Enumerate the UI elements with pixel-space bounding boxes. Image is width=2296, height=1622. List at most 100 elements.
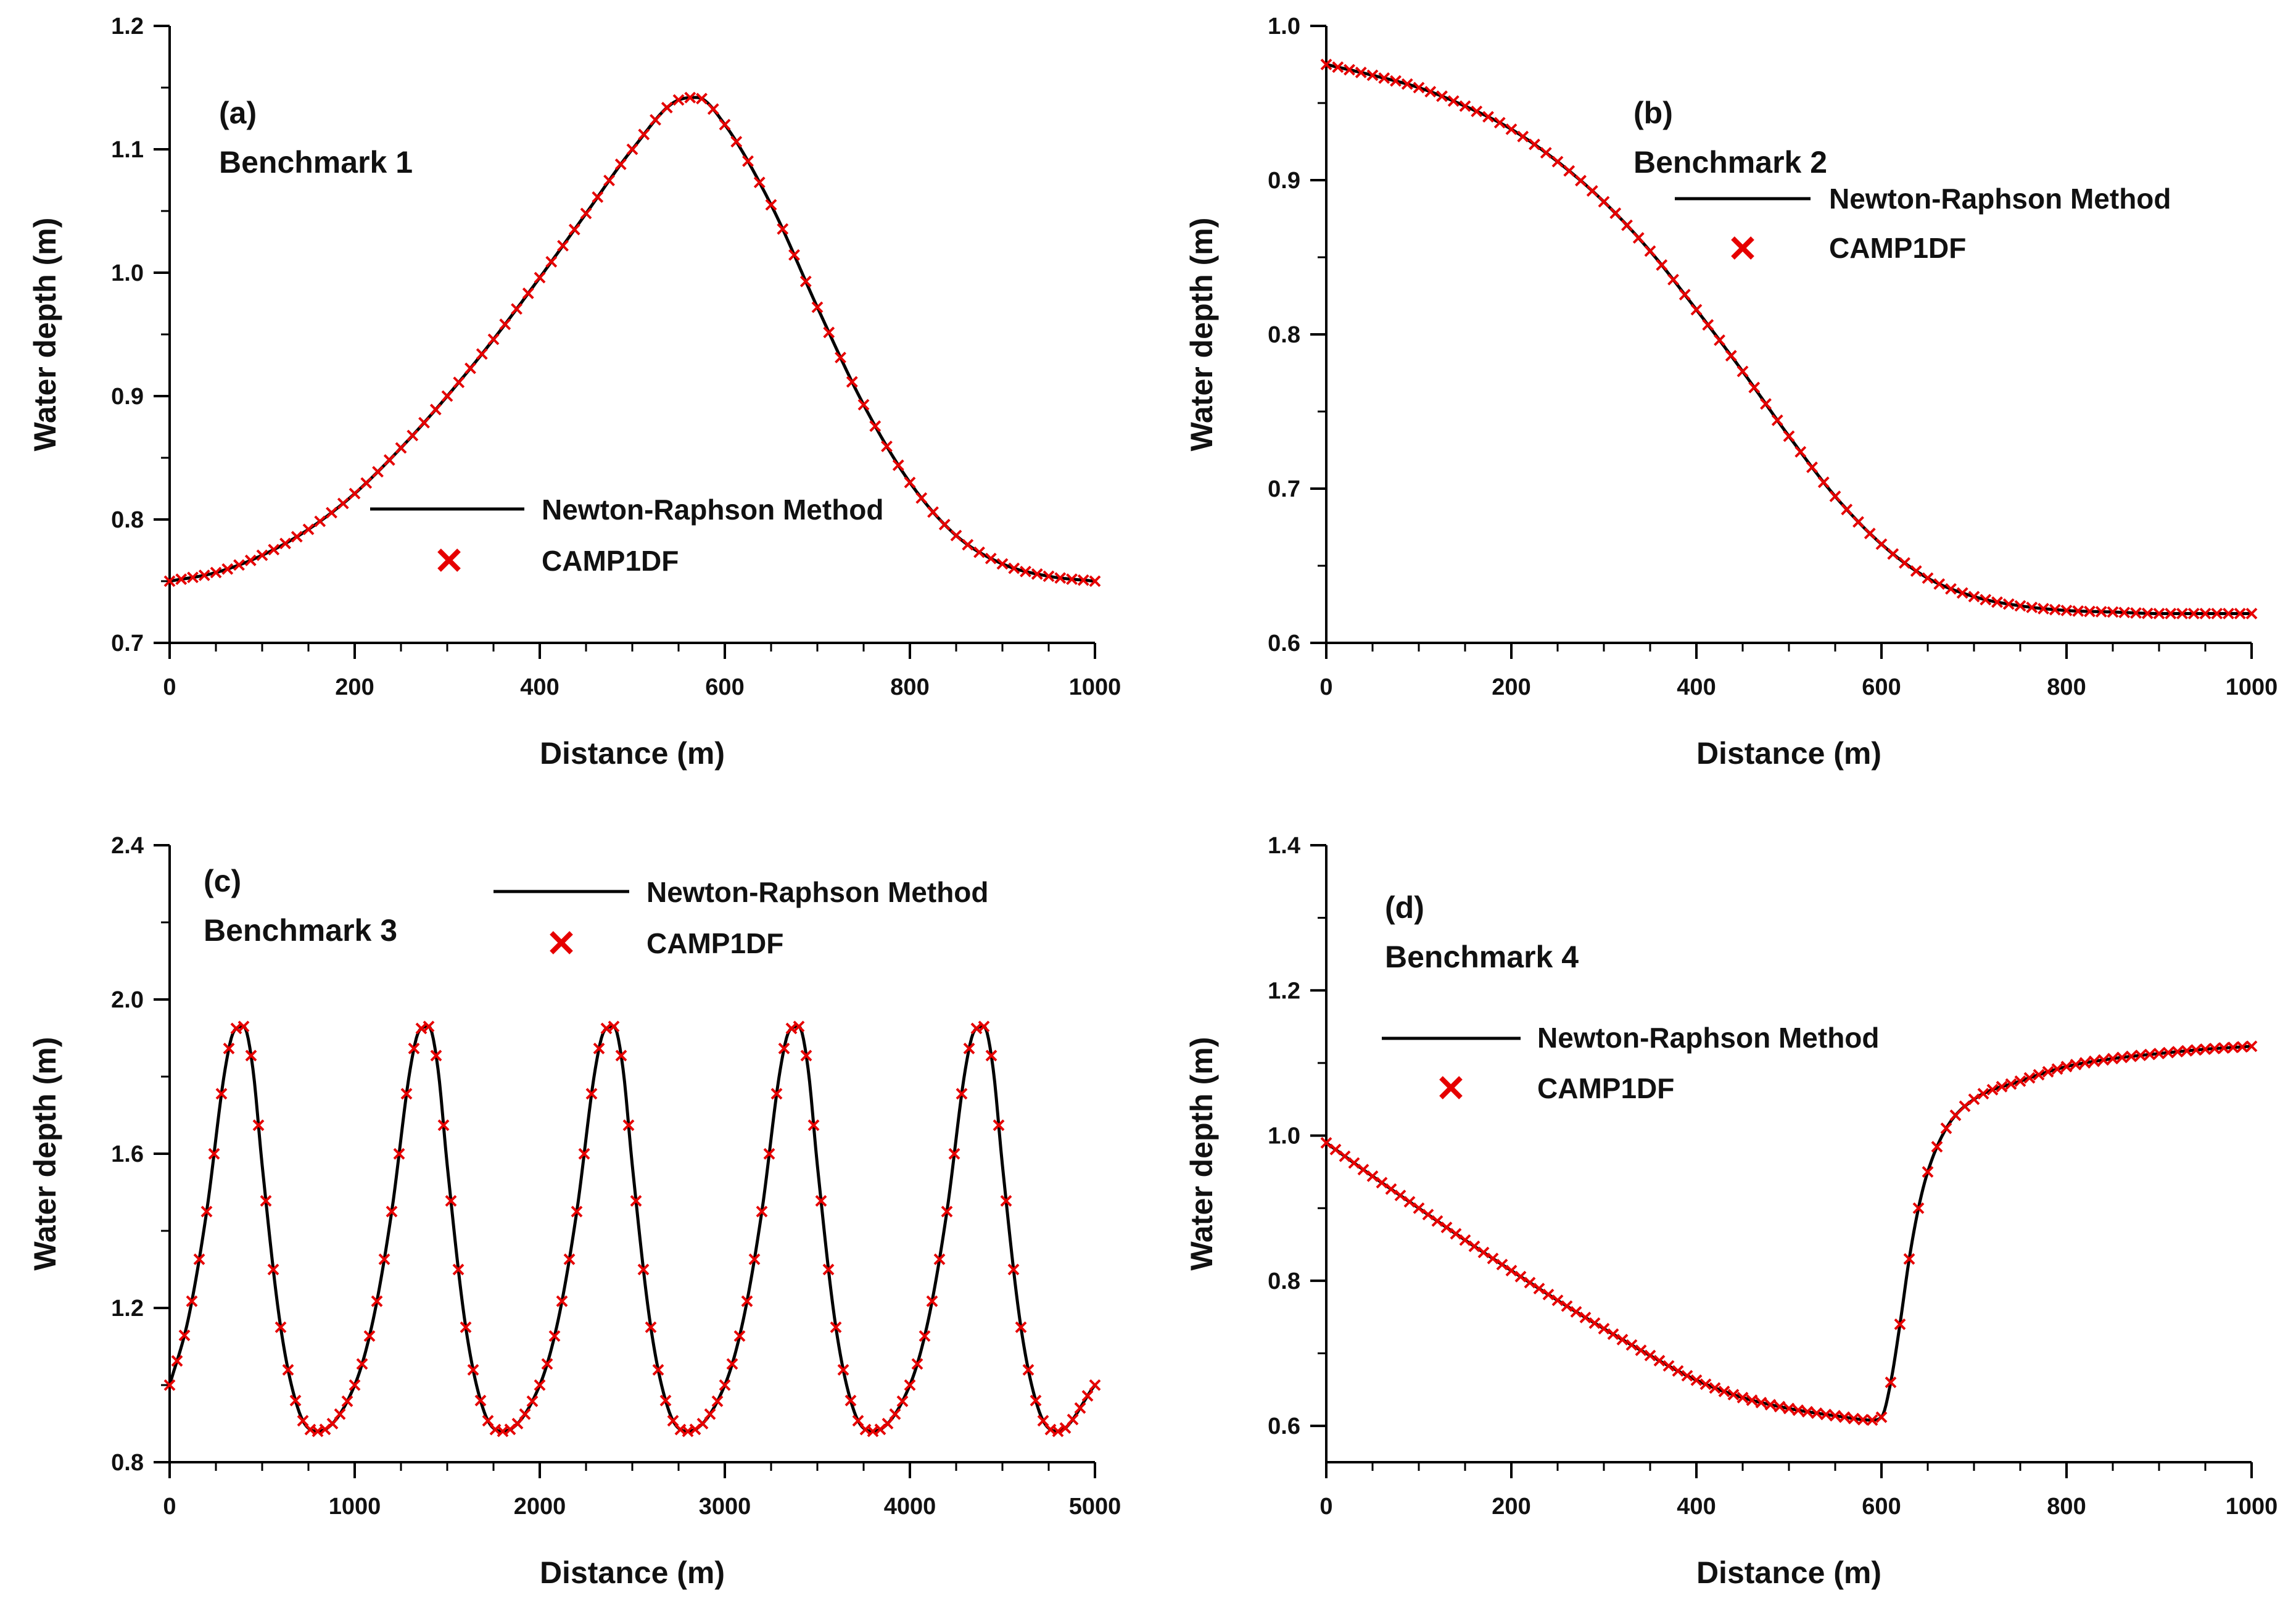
camp1df-marker [363,1330,376,1342]
legend-label-line: Newton-Raphson Method [1537,1022,1880,1054]
camp1df-marker [719,1379,731,1391]
camp1df-marker [1015,1321,1027,1333]
legend-label-line: Newton-Raphson Method [1829,183,2171,215]
camp1df-marker [178,1329,191,1341]
camp1df-marker [1625,1339,1638,1351]
y-axis-title: Water depth (m) [1184,218,1219,452]
camp1df-marker [545,255,558,268]
camp1df-marker [1505,123,1518,135]
camp1df-marker [1551,1294,1564,1307]
camp1df-marker [962,539,974,551]
camp1df-marker [200,1206,213,1218]
camp1df-marker [1885,1376,1897,1389]
y-tick-label: 0.9 [1268,168,1300,194]
x-tick-label: 200 [1492,1494,1530,1520]
camp1df-marker [799,275,812,288]
camp1df-marker [1702,319,1714,331]
legend-label-marker: CAMP1DF [646,927,783,959]
camp1df-marker [1616,1333,1629,1346]
camp1df-marker [2051,1063,2063,1075]
camp1df-marker [1764,1399,1777,1411]
legend-marker-swatch [1439,1076,1463,1099]
chart-panel-d: 0 200 400 600 800 1000 0.6 0.8 1.0 1.2 1.4 Distance… [1184,833,2277,1590]
camp1df-marker [765,199,777,211]
camp1df-marker [208,1148,220,1160]
camp1df-marker [1632,232,1645,244]
camp1df-marker [511,303,522,315]
camp1df-marker [1736,1391,1749,1404]
y-tick-label: 0.8 [111,507,144,533]
camp1df-marker [733,1330,746,1342]
camp1df-marker [2153,1048,2165,1060]
legend: Newton-Raphson Method CAMP1DF [1675,183,2171,264]
camp1df-marker [1517,130,1529,143]
x-tick-label: 5000 [1069,1494,1121,1520]
camp1df-marker [630,1195,642,1207]
camp1df-marker [615,1049,627,1062]
camp1df-marker [707,103,719,115]
camp1df-marker [1598,196,1610,208]
camp1df-marker [585,1088,598,1100]
camp1df-marker [684,91,696,104]
x-tick-label: 200 [1492,674,1530,700]
camp1df-marker [950,529,962,542]
series-markers-camp1df [1320,1040,2258,1426]
x-axis-title: Distance (m) [1696,1555,1881,1590]
camp1df-marker [2176,608,2188,619]
camp1df-marker [2097,1054,2110,1066]
camp1df-marker [650,114,661,126]
camp1df-marker [1977,1088,1989,1100]
y-tick-label: 0.9 [111,384,144,410]
x-tick-label: 400 [1677,674,1716,700]
camp1df-marker [1607,1328,1619,1340]
camp1df-marker [279,537,291,550]
camp1df-marker [933,1253,946,1265]
y-tick-label: 1.0 [1268,14,1300,39]
camp1df-marker [568,223,580,236]
camp1df-marker [2144,1048,2156,1061]
camp1df-marker [1667,273,1679,286]
camp1df-marker [400,1088,413,1100]
camp1df-marker [522,288,534,299]
x-tick-label: 800 [2047,674,2086,700]
camp1df-marker [1542,1288,1555,1301]
camp1df-marker [1008,562,1020,574]
camp1df-marker [302,523,315,536]
camp1df-marker [938,518,951,531]
camp1df-marker [1662,1360,1675,1372]
camp1df-marker [1394,1190,1406,1202]
camp1df-marker [210,566,222,579]
y-tick-label: 1.2 [1268,978,1300,1004]
x-tick-label: 0 [1319,674,1332,700]
camp1df-marker [915,492,928,504]
x-axis-title: Distance (m) [1696,736,1881,771]
y-axis-title: Water depth (m) [1184,1037,1219,1271]
camp1df-marker [334,1408,346,1420]
y-tick-label: 1.0 [111,260,144,286]
camp1df-marker [1679,289,1691,300]
camp1df-marker [645,1321,657,1333]
camp1df-marker [2033,1069,2045,1081]
camp1df-marker [904,1379,916,1391]
camp1df-marker [2118,606,2131,619]
camp1df-marker [186,1295,198,1307]
camp1df-marker [2130,607,2142,619]
camp1df-marker [614,158,627,170]
camp1df-marker [237,1020,250,1033]
camp1df-marker [1931,1141,1943,1153]
camp1df-marker [770,1088,783,1100]
camp1df-marker [807,1119,820,1132]
y-tick-label: 0.8 [111,1450,144,1476]
camp1df-marker [2199,1043,2211,1056]
camp1df-marker [2088,1055,2100,1067]
camp1df-marker [2060,1061,2073,1073]
camp1df-marker [580,207,592,220]
camp1df-marker [337,497,349,510]
camp1df-marker [326,507,337,519]
x-tick-label: 0 [1319,1494,1332,1520]
camp1df-marker [1357,1164,1369,1176]
legend-label-marker: CAMP1DF [1829,232,1966,264]
camp1df-marker [1588,1317,1601,1329]
camp1df-marker [719,118,731,131]
camp1df-marker [1077,574,1089,586]
